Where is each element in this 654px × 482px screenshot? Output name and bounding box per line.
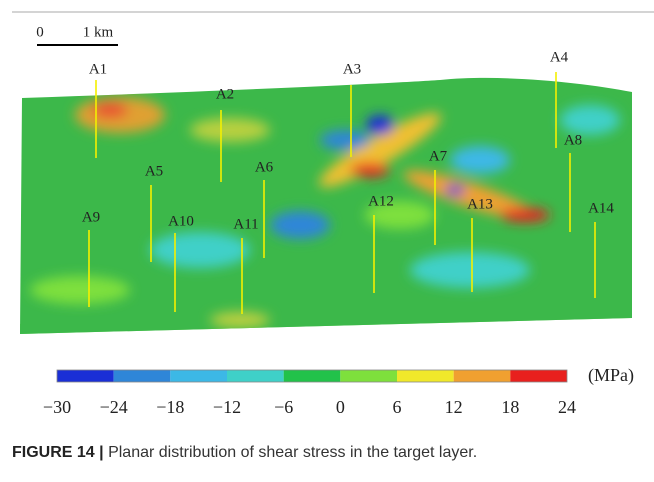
figure: 0 1 km A1 A2 A3 A4 A5 A6 A7 A8 A9 A10 A11 A12 A13 A14 (0, 0, 654, 482)
well-label: A5 (145, 163, 163, 179)
well-label: A8 (564, 132, 582, 148)
well-label: A12 (368, 193, 394, 209)
well-label: A6 (255, 159, 274, 175)
well-label: A1 (89, 61, 107, 77)
colorbar-tick-label: 24 (558, 397, 576, 417)
well-label: A4 (550, 49, 569, 65)
caption-label: FIGURE 14 | (12, 444, 104, 461)
caption: FIGURE 14 | Planar distribution of shear… (12, 444, 477, 462)
colorbar-tick-label: 18 (501, 397, 519, 417)
colorbar-tick-label: 6 (393, 397, 402, 417)
colorbar-segment (227, 370, 284, 382)
colorbar-segment (170, 370, 227, 382)
well-label: A2 (216, 86, 234, 102)
well-label: A10 (168, 213, 194, 229)
colorbar-segment (114, 370, 171, 382)
colorbar-segment (454, 370, 511, 382)
figure-graphic: 0 1 km A1 A2 A3 A4 A5 A6 A7 A8 A9 A10 A11 A12 A13 A14 (0, 0, 654, 440)
colorbar-tick-label: −18 (156, 397, 184, 417)
colorbar-tick-label: −12 (213, 397, 241, 417)
colorbar-segment (340, 370, 397, 382)
colorbar-segment (397, 370, 454, 382)
well-label: A13 (467, 196, 493, 212)
well-label: A14 (588, 200, 614, 216)
well-label: A7 (429, 148, 448, 164)
colorbar-tick-label: −30 (43, 397, 71, 417)
scale-start: 0 (36, 24, 44, 40)
scale-length: 1 km (83, 24, 114, 40)
colorbar-unit: (MPa) (588, 365, 634, 386)
well-label: A9 (82, 209, 100, 225)
colorbar-segment (284, 370, 341, 382)
colorbar-segment (57, 370, 114, 382)
well-label: A11 (233, 216, 258, 232)
well-label: A3 (343, 61, 361, 77)
colorbar-tick-label: −24 (100, 397, 128, 417)
colorbar-tick-label: 12 (445, 397, 463, 417)
caption-text: Planar distribution of shear stress in t… (108, 444, 477, 461)
colorbar-segment (510, 370, 567, 382)
colorbar-tick-label: −6 (274, 397, 293, 417)
colorbar-tick-label: 0 (336, 397, 345, 417)
